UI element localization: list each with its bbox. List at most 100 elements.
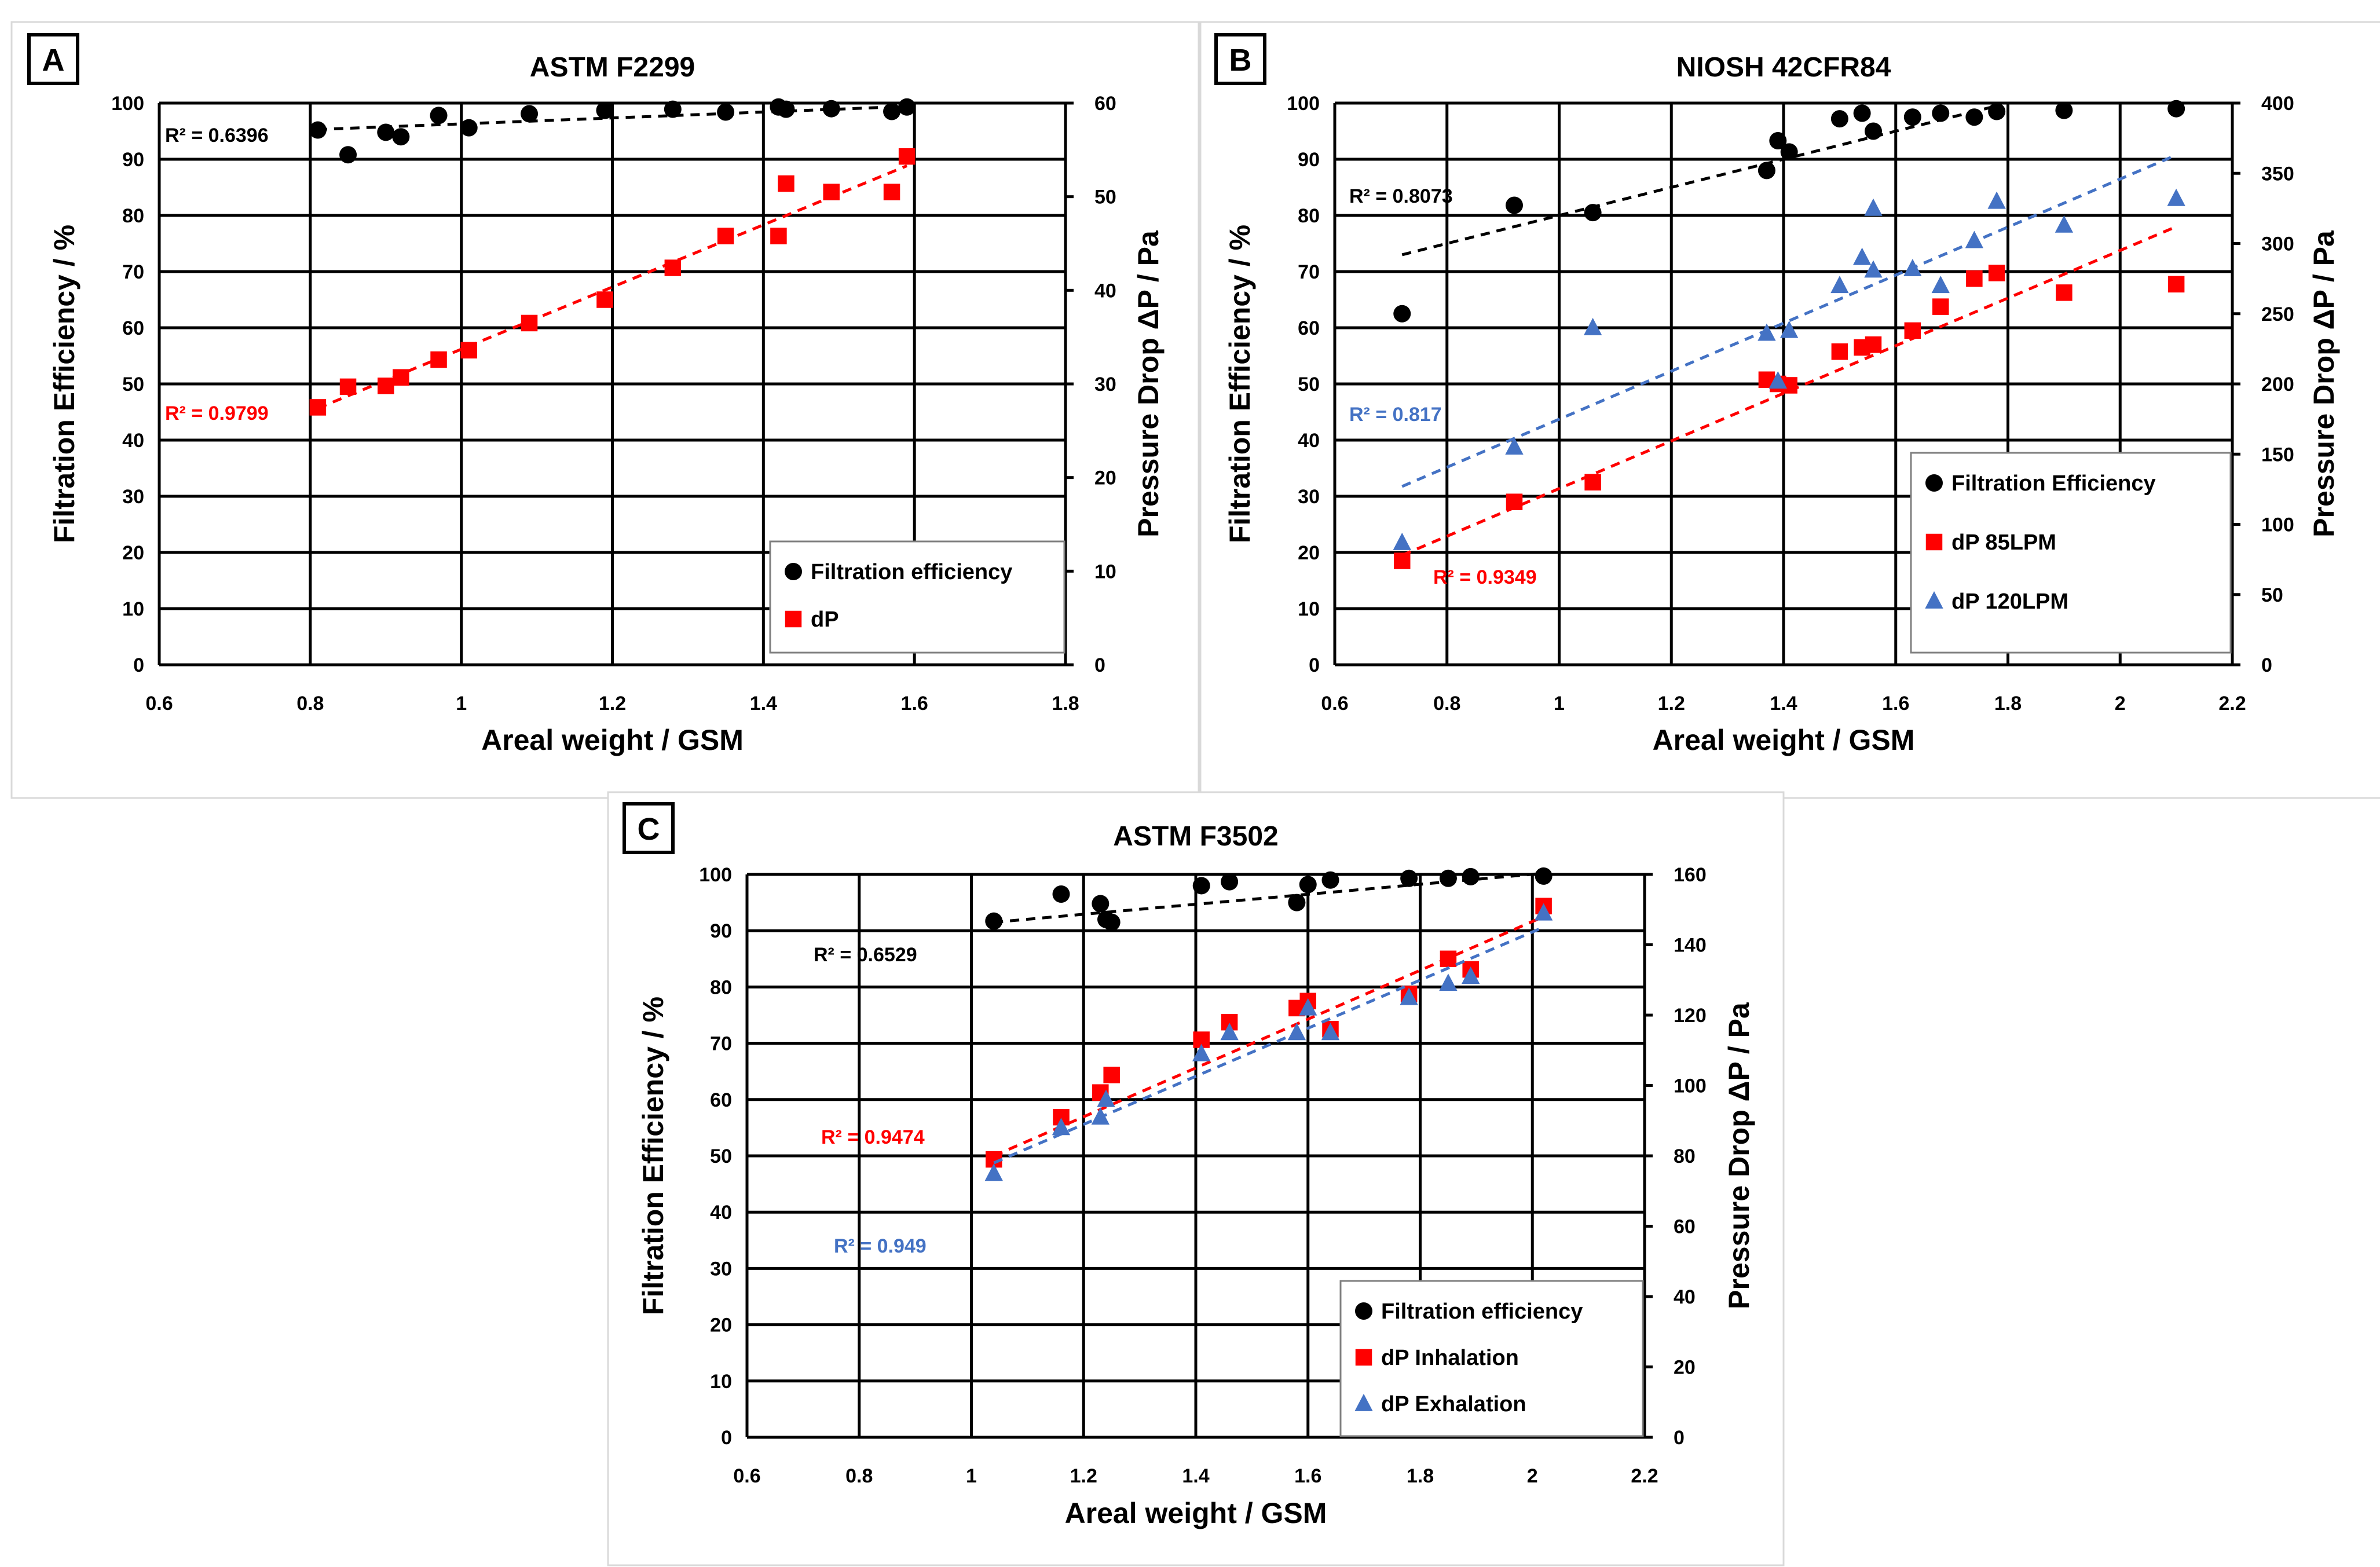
y-tick-label: 90	[710, 920, 732, 942]
data-point	[1299, 998, 1317, 1016]
y-tick-label: 70	[710, 1033, 732, 1055]
x-tick-label: 1.8	[1052, 693, 1079, 715]
series-dp	[309, 148, 916, 416]
r-squared-label: R² = 0.6529	[814, 944, 917, 966]
x-tick-label: 0.8	[1433, 693, 1460, 715]
data-point	[378, 377, 394, 394]
y2-axis-label: Pressure Drop ΔP / Pa	[1132, 230, 1165, 537]
data-point	[1192, 1044, 1211, 1061]
data-point	[883, 184, 900, 200]
y-tick-label: 40	[1298, 430, 1320, 452]
data-point	[1394, 552, 1411, 569]
data-point	[1757, 323, 1776, 341]
y-tick-label: 50	[710, 1145, 732, 1167]
y2-tick-label: 0	[1674, 1427, 1685, 1449]
x-tick-label: 1	[1554, 693, 1565, 715]
r-squared-label: R² = 0.8073	[1349, 185, 1453, 207]
y-tick-label: 10	[710, 1371, 732, 1393]
panel-letter: B	[1229, 43, 1252, 78]
trendline	[317, 164, 908, 410]
data-point	[339, 378, 357, 396]
x-tick-label: 2.2	[2218, 693, 2246, 715]
data-point	[883, 102, 901, 120]
data-point	[1831, 343, 1848, 360]
data-point	[1584, 474, 1601, 490]
y-tick-label: 0	[1309, 654, 1320, 676]
x-tick-label: 0.6	[145, 693, 173, 715]
y-tick-label: 0	[133, 654, 144, 676]
y2-tick-label: 100	[1674, 1075, 1707, 1097]
data-point	[717, 103, 735, 121]
y2-tick-label: 150	[2261, 444, 2294, 466]
data-point	[1052, 1118, 1071, 1136]
legend-entry: Filtration efficiency	[1381, 1299, 1583, 1324]
y2-axis-label: Pressure Drop ΔP / Pa	[2308, 230, 2340, 537]
data-point	[1220, 1023, 1239, 1041]
data-point	[1462, 867, 1480, 885]
data-point	[1097, 1089, 1115, 1107]
x-tick-label: 0.8	[296, 693, 324, 715]
data-point	[984, 1163, 1003, 1181]
y2-tick-label: 200	[2261, 374, 2294, 396]
data-point	[1865, 122, 1882, 140]
series-filtration-efficiency	[1393, 100, 2185, 323]
x-tick-label: 1.8	[1407, 1465, 1434, 1487]
data-point	[596, 291, 613, 308]
data-point	[1103, 913, 1121, 931]
x-tick-label: 1	[456, 693, 467, 715]
legend-marker	[1925, 474, 1943, 492]
y-tick-label: 30	[710, 1258, 732, 1280]
data-point	[1439, 973, 1458, 991]
data-point	[1534, 903, 1553, 921]
y2-tick-label: 60	[1674, 1216, 1696, 1238]
y-axis-label: Filtration Efficiency / %	[637, 997, 669, 1315]
data-point	[521, 105, 539, 123]
y2-axis-label: Pressure Drop ΔP / Pa	[1723, 1002, 1755, 1309]
data-point	[1865, 336, 1882, 353]
data-point	[985, 912, 1003, 930]
data-point	[1988, 102, 2006, 120]
data-point	[1052, 885, 1070, 903]
y2-tick-label: 140	[1674, 935, 1707, 957]
data-point	[1287, 1023, 1306, 1041]
panel-letter-box	[27, 33, 79, 85]
legend-entry: dP Inhalation	[1381, 1346, 1519, 1370]
x-axis-label: Areal weight / GSM	[1653, 724, 1915, 756]
y2-tick-label: 40	[1674, 1286, 1696, 1308]
x-tick-label: 2	[1527, 1465, 1538, 1487]
y-tick-label: 90	[122, 149, 144, 171]
trendline	[993, 915, 1544, 1158]
data-point	[1965, 230, 1984, 248]
y-tick-label: 70	[1298, 261, 1320, 283]
data-point	[1780, 143, 1798, 161]
data-point	[430, 351, 447, 368]
y2-tick-label: 120	[1674, 1005, 1707, 1027]
data-point	[521, 314, 538, 332]
data-point	[898, 98, 916, 116]
y2-tick-label: 0	[2261, 654, 2272, 676]
series-dp-exhalation	[984, 903, 1553, 1181]
r-squared-label: R² = 0.9474	[821, 1126, 925, 1148]
y2-tick-label: 10	[1094, 561, 1116, 583]
y2-tick-label: 50	[1094, 186, 1116, 208]
panel-letter-box	[1214, 33, 1266, 85]
data-point	[1830, 276, 1849, 294]
legend-marker	[1354, 1393, 1373, 1411]
data-point	[392, 128, 410, 146]
data-point	[1462, 966, 1480, 984]
trendline	[317, 105, 907, 131]
y-tick-label: 90	[1298, 149, 1320, 171]
panel-letter: C	[638, 812, 660, 847]
panel-letter: A	[42, 43, 65, 78]
r-squared-label: R² = 0.9799	[165, 402, 269, 424]
data-point	[1439, 869, 1457, 887]
data-point	[430, 107, 448, 125]
x-tick-label: 1.6	[1294, 1465, 1321, 1487]
panel-letter-box	[623, 802, 675, 854]
series-filtration-efficiency	[985, 867, 1553, 931]
y-axis-label: Filtration Efficiency / %	[1224, 225, 1256, 543]
data-point	[2056, 284, 2073, 301]
data-point	[1506, 493, 1523, 510]
data-point	[339, 146, 357, 164]
